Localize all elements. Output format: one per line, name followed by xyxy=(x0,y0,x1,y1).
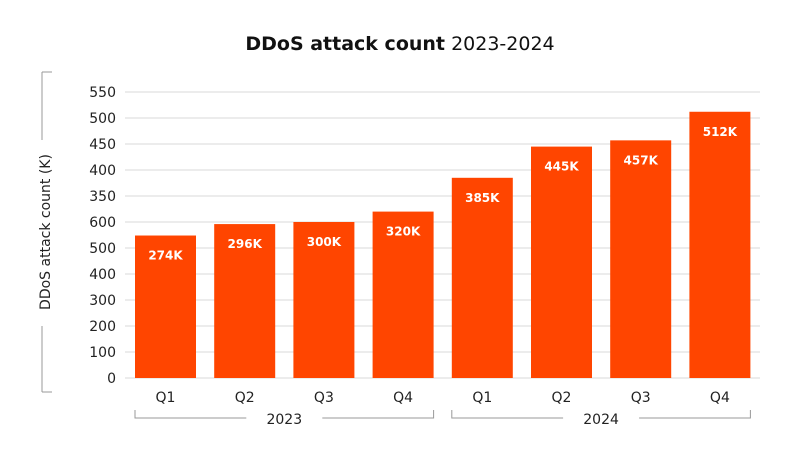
x-tick-label: Q3 xyxy=(314,390,334,406)
y-tick-label: 550 xyxy=(89,85,116,101)
y-tick-label: 500 xyxy=(89,111,116,127)
x-tick-label: Q1 xyxy=(472,390,492,406)
data-label: 457K xyxy=(624,153,659,167)
y-tick-label: 500 xyxy=(89,241,116,257)
bar xyxy=(610,140,672,378)
bar xyxy=(293,222,355,378)
bar xyxy=(531,146,592,378)
x-tick-label: Q2 xyxy=(235,390,255,406)
data-label: 445K xyxy=(544,160,579,174)
data-label: 274K xyxy=(148,249,183,263)
y-tick-label: 450 xyxy=(89,137,116,153)
y-tick-label: 0 xyxy=(107,371,116,387)
x-tick-label: Q3 xyxy=(631,390,651,406)
x-tick-label: Q1 xyxy=(156,390,176,406)
data-label: 320K xyxy=(386,225,421,239)
bar xyxy=(135,235,196,378)
bar xyxy=(689,111,751,378)
y-axis-label: DDoS attack count (K) xyxy=(38,154,54,310)
chart-title: DDoS attack count 2023-2024 xyxy=(245,33,554,55)
data-label: 385K xyxy=(465,191,500,205)
y-tick-label: 600 xyxy=(89,215,116,231)
bar xyxy=(214,224,276,378)
group-label: 2024 xyxy=(583,412,619,428)
y-tick-label: 200 xyxy=(89,319,116,335)
y-tick-label: 300 xyxy=(89,293,116,309)
y-tick-label: 350 xyxy=(89,189,116,205)
y-tick-label: 400 xyxy=(89,163,116,179)
y-tick-label: 100 xyxy=(89,345,116,361)
bar xyxy=(372,211,434,378)
x-tick-label: Q4 xyxy=(710,390,730,406)
bar xyxy=(451,177,513,378)
group-bracket xyxy=(451,410,751,419)
data-label: 300K xyxy=(307,235,342,249)
x-tick-label: Q2 xyxy=(552,390,572,406)
group-label: 2023 xyxy=(266,412,302,428)
y-tick-label: 400 xyxy=(89,267,116,283)
data-label: 296K xyxy=(228,237,263,251)
data-label: 512K xyxy=(703,125,738,139)
group-bracket xyxy=(134,410,435,419)
x-tick-label: Q4 xyxy=(393,390,413,406)
